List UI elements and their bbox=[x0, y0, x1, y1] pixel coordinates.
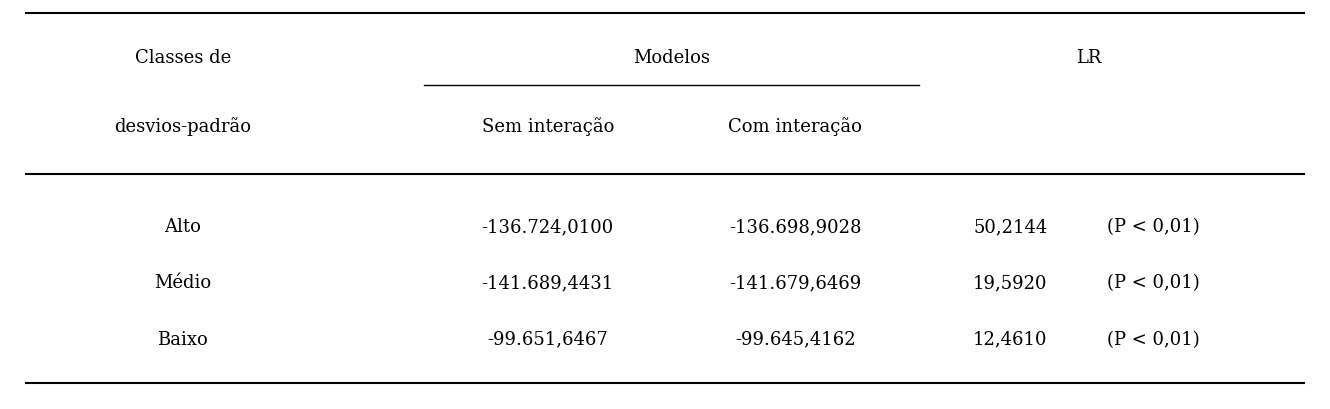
Text: LR: LR bbox=[1076, 49, 1101, 67]
Text: desvios-padrão: desvios-padrão bbox=[114, 117, 251, 136]
Text: Alto: Alto bbox=[165, 218, 201, 236]
Text: -136.698,9028: -136.698,9028 bbox=[729, 218, 862, 236]
Text: Médio: Médio bbox=[154, 274, 211, 292]
Text: Baixo: Baixo bbox=[157, 330, 207, 348]
Text: Classes de: Classes de bbox=[134, 49, 231, 67]
Text: -99.651,6467: -99.651,6467 bbox=[487, 330, 608, 348]
Text: Sem interação: Sem interação bbox=[481, 117, 614, 136]
Text: 12,4610: 12,4610 bbox=[974, 330, 1048, 348]
Text: Com interação: Com interação bbox=[729, 117, 862, 136]
Text: (P < 0,01): (P < 0,01) bbox=[1108, 330, 1200, 348]
Text: -141.689,4431: -141.689,4431 bbox=[481, 274, 614, 292]
Text: (P < 0,01): (P < 0,01) bbox=[1108, 274, 1200, 292]
Text: 50,2144: 50,2144 bbox=[974, 218, 1048, 236]
Text: 19,5920: 19,5920 bbox=[974, 274, 1048, 292]
Text: -141.679,6469: -141.679,6469 bbox=[729, 274, 862, 292]
Text: -99.645,4162: -99.645,4162 bbox=[735, 330, 855, 348]
Text: Modelos: Modelos bbox=[633, 49, 710, 67]
Text: (P < 0,01): (P < 0,01) bbox=[1108, 218, 1200, 236]
Text: -136.724,0100: -136.724,0100 bbox=[481, 218, 614, 236]
